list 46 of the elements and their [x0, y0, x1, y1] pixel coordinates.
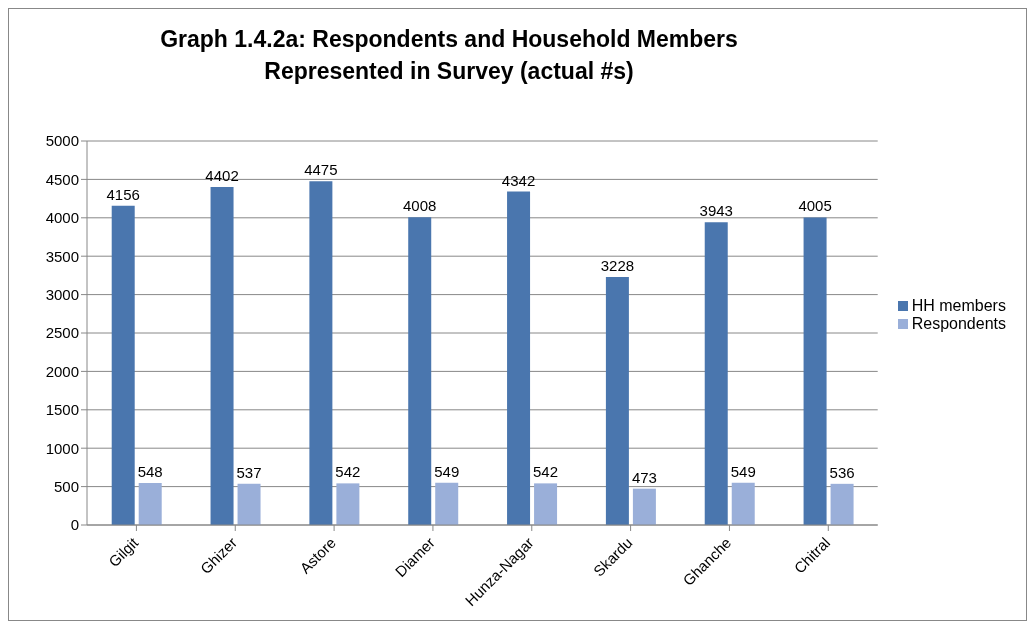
bar [336, 483, 360, 525]
bar [237, 483, 261, 525]
y-tick-label: 4000 [45, 209, 79, 227]
bar [731, 482, 755, 525]
bar [408, 217, 432, 525]
bar [138, 482, 162, 525]
data-label: 3228 [600, 257, 635, 275]
chart-title: Graph 1.4.2a: Respondents and Household Members Represented in Survey (actual #s) [159, 25, 739, 86]
data-label: 542 [533, 463, 559, 481]
data-label: 542 [335, 463, 361, 481]
y-tick-label: 4500 [45, 170, 79, 188]
data-label: 4005 [798, 197, 832, 215]
data-label: 4342 [501, 171, 536, 189]
y-tick-label: 2500 [45, 324, 79, 342]
y-tick-label: 0 [70, 516, 79, 534]
y-tick-label: 500 [53, 477, 79, 495]
data-label: 4475 [304, 161, 338, 179]
y-tick-label: 1500 [45, 401, 79, 419]
data-label: 4156 [106, 185, 140, 203]
bar [605, 277, 629, 525]
bar [210, 186, 234, 525]
y-tick-label: 5000 [45, 132, 79, 150]
data-label: 548 [137, 462, 163, 480]
data-label: 4402 [205, 166, 239, 184]
bar [803, 217, 827, 525]
legend-label: HH members [911, 296, 1006, 314]
y-tick-label: 2000 [45, 362, 79, 380]
bar [534, 483, 558, 525]
data-label: 549 [434, 462, 460, 480]
bar [309, 181, 333, 525]
data-label: 3943 [699, 202, 733, 220]
y-tick-label: 3000 [45, 285, 79, 303]
y-tick-label: 3500 [45, 247, 79, 265]
legend-label: Respondents [911, 314, 1006, 332]
data-label: 549 [730, 462, 756, 480]
bar [830, 483, 854, 525]
data-label: 473 [631, 468, 657, 486]
bar [632, 488, 656, 525]
bar [435, 482, 459, 525]
bar [507, 191, 531, 525]
y-tick-label: 1000 [45, 439, 79, 457]
data-label: 4008 [403, 197, 437, 215]
data-label: 537 [236, 463, 262, 481]
data-label: 536 [829, 463, 855, 481]
bar [111, 205, 135, 525]
bar [704, 222, 728, 525]
